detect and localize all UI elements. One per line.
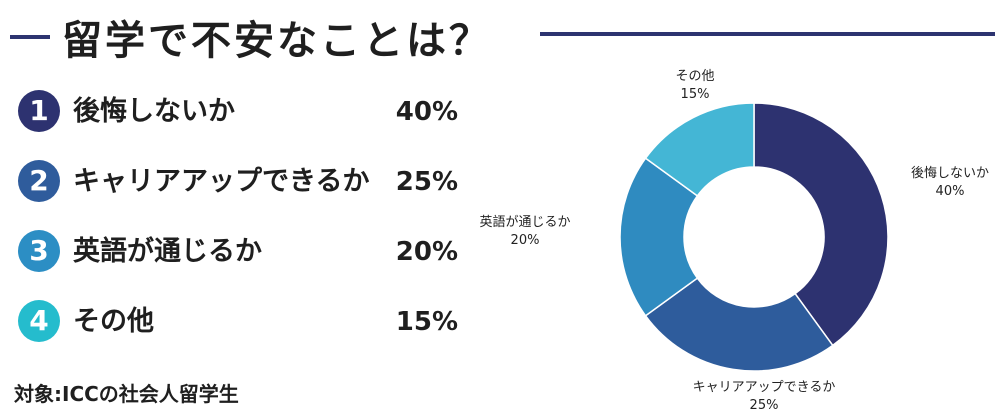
ranking-row-2: 2 キャリアアップできるか 25% — [18, 160, 458, 204]
slice-label-3: 英語が通じるか — [479, 214, 570, 230]
slice-label-4: その他 — [675, 69, 714, 84]
page-title: 留学で不安なことは？ — [62, 18, 492, 64]
donut-chart: 後悔しないか 40% キャリアアップできるか 25% 英語が通じるか 20% その他 15% — [479, 69, 989, 413]
rank-badge-1: 1 — [18, 90, 60, 132]
ranking-row-4: 4 その他 15% — [18, 300, 458, 344]
title-rule-left — [10, 35, 50, 39]
slice-value-1: 40% — [936, 184, 965, 199]
rank-value-1: 40% — [395, 97, 458, 127]
donut-slice-2 — [644, 277, 834, 372]
rank-badge-2: 2 — [18, 160, 60, 202]
donut-slice-3 — [619, 157, 699, 317]
rank-badge-4: 4 — [18, 300, 60, 342]
rank-label-2: キャリアアップできるか — [73, 166, 370, 197]
slice-value-3: 20% — [511, 233, 540, 248]
donut-slice-4 — [644, 102, 755, 197]
slice-value-4: 15% — [681, 87, 710, 102]
rank-label-1: 後悔しないか — [73, 96, 235, 127]
title-rule-right — [540, 32, 995, 36]
rank-value-2: 25% — [395, 167, 458, 197]
footnote: 対象:ICCの社会人留学生 — [14, 382, 239, 406]
rank-label-4: その他 — [73, 306, 154, 337]
donut-slice-1 — [753, 102, 889, 347]
slice-label-1: 後悔しないか — [911, 166, 989, 181]
slice-label-2: キャリアアップできるか — [693, 380, 836, 395]
rank-value-3: 20% — [395, 237, 458, 267]
rank-badge-3: 3 — [18, 230, 60, 272]
slice-value-2: 25% — [750, 398, 779, 413]
rank-value-4: 15% — [395, 307, 458, 337]
rank-label-3: 英語が通じるか — [73, 236, 262, 267]
ranking-row-1: 1 後悔しないか 40% — [18, 90, 458, 134]
ranking-row-3: 3 英語が通じるか 20% — [18, 230, 458, 274]
